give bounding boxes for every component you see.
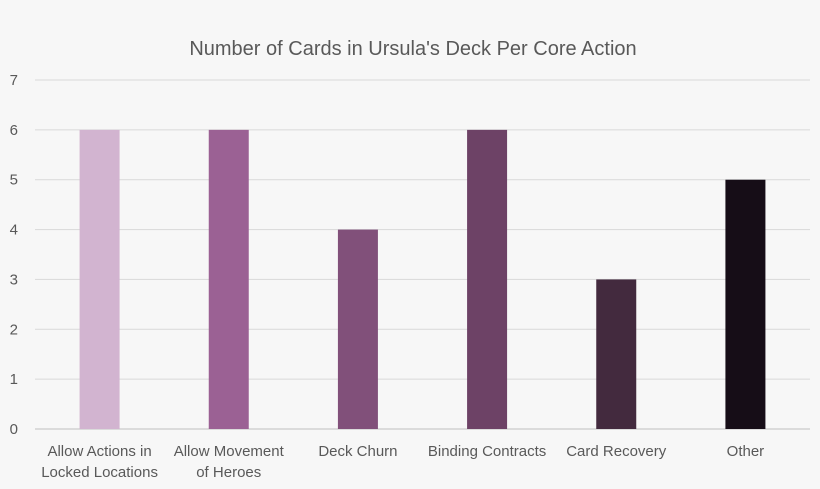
bars: [79, 129, 766, 429]
x-axis-category-labels: Allow Actions in Locked Locations Allow Mo…: [41, 443, 764, 481]
y-tick-label: 5: [10, 172, 18, 189]
x-category-label-1: Allow Movement of Heroes: [174, 443, 285, 481]
bar-2: [337, 229, 378, 429]
bar-1: [208, 129, 249, 429]
y-axis-tick-labels: 0 1 2 3 4 5 6 7: [10, 72, 18, 438]
x-category-label-5: Other: [727, 443, 765, 460]
bar-5: [725, 179, 766, 429]
y-tick-label: 7: [10, 72, 18, 89]
x-category-label-line: Locked Locations: [41, 464, 158, 481]
x-category-label-3: Binding Contracts: [428, 443, 546, 460]
y-tick-label: 6: [10, 122, 18, 139]
bar-4: [596, 279, 637, 429]
y-tick-label: 3: [10, 271, 18, 288]
x-category-label-line: Other: [727, 443, 765, 460]
y-tick-label: 4: [10, 222, 18, 239]
bar-0: [79, 129, 120, 429]
x-category-label-0: Allow Actions in Locked Locations: [41, 443, 158, 481]
gridlines: [35, 79, 810, 430]
x-category-label-2: Deck Churn: [318, 443, 397, 460]
x-category-label-line: Allow Movement: [174, 443, 285, 460]
y-tick-label: 2: [10, 321, 18, 338]
x-category-label-line: Card Recovery: [566, 443, 667, 460]
bar-3: [467, 129, 508, 429]
chart-title: Number of Cards in Ursula's Deck Per Cor…: [189, 38, 636, 60]
x-category-label-4: Card Recovery: [566, 443, 667, 460]
x-category-label-line: Allow Actions in: [47, 443, 151, 460]
x-category-label-line: Deck Churn: [318, 443, 397, 460]
x-category-label-line: of Heroes: [196, 464, 261, 481]
x-category-label-line: Binding Contracts: [428, 443, 546, 460]
y-tick-label: 0: [10, 421, 18, 438]
y-tick-label: 1: [10, 371, 18, 388]
